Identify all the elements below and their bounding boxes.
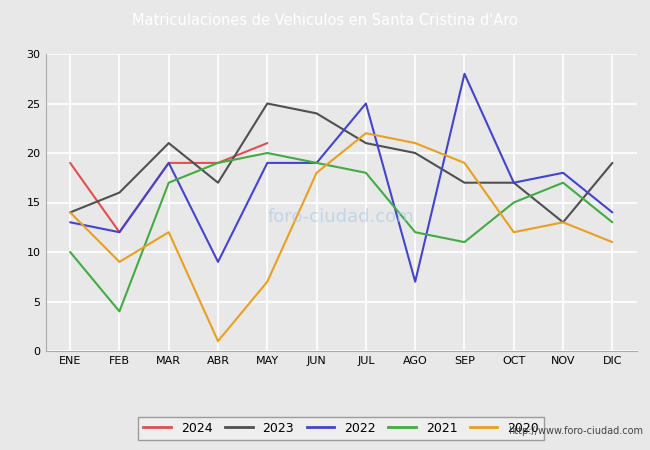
Legend: 2024, 2023, 2022, 2021, 2020: 2024, 2023, 2022, 2021, 2020: [138, 417, 544, 440]
Text: Matriculaciones de Vehiculos en Santa Cristina d'Aro: Matriculaciones de Vehiculos en Santa Cr…: [132, 13, 518, 28]
Text: foro-ciudad.com: foro-ciudad.com: [268, 208, 415, 226]
Text: http://www.foro-ciudad.com: http://www.foro-ciudad.com: [508, 427, 644, 436]
